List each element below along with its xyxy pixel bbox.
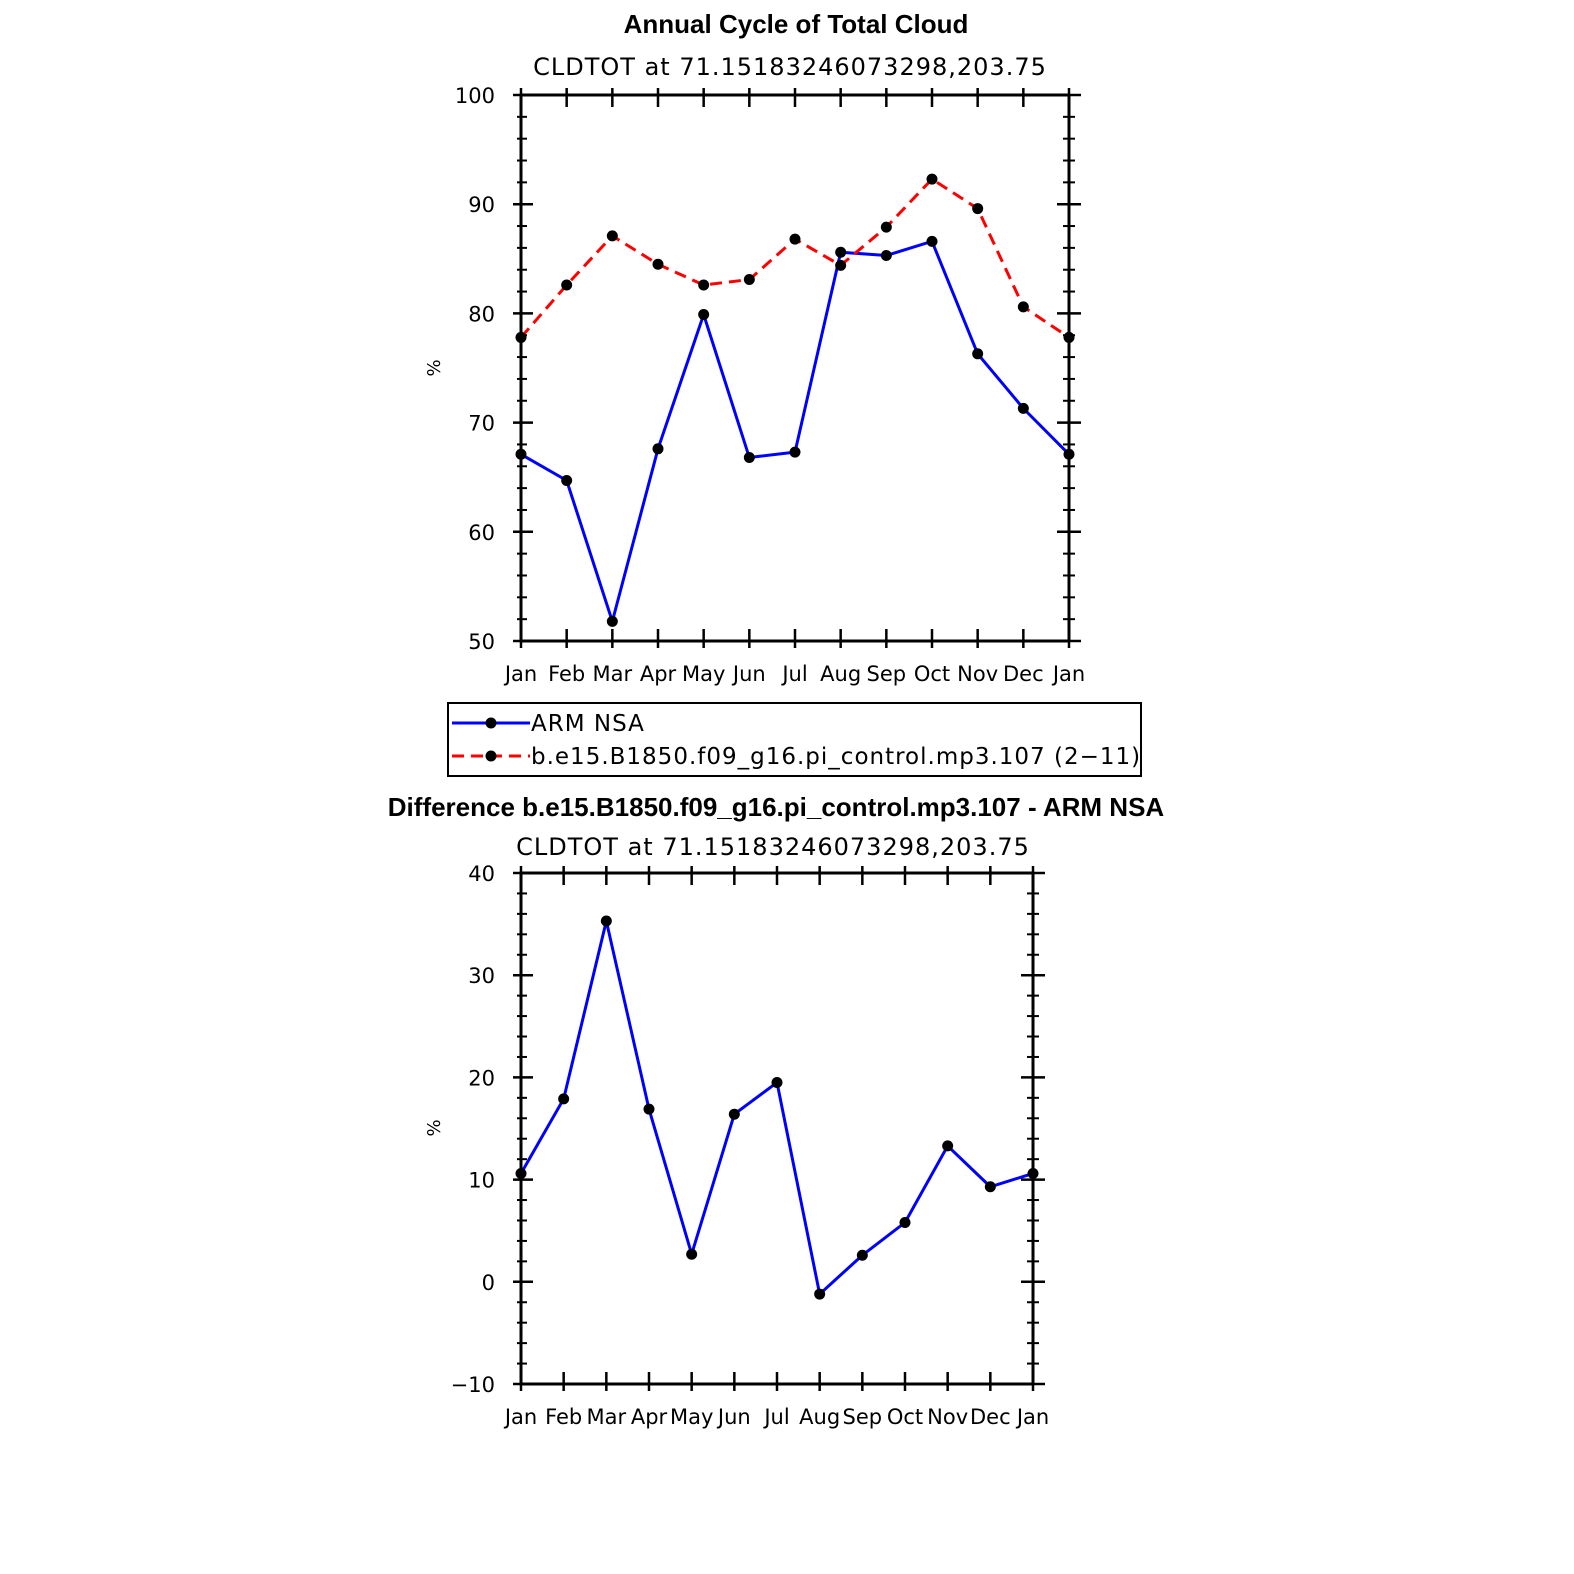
x-tick-label: Mar [587, 1405, 627, 1429]
data-point-1 [561, 279, 573, 291]
data-point-1 [926, 173, 938, 185]
data-point-0 [743, 452, 755, 464]
x-tick-label: Jun [731, 662, 766, 686]
axis-ticks: Jan Feb Mar Apr May Jun Jul Aug Sep Oct Nov Dec Jan−… [451, 862, 1050, 1429]
series-line-0 [520, 239, 1071, 627]
plot-frame [519, 93, 1071, 643]
x-tick-label: Apr [640, 662, 677, 686]
series-line-0 [519, 920, 1034, 1297]
data-point-0 [926, 235, 938, 247]
data-point-0 [643, 1103, 655, 1115]
data-point-0 [558, 1093, 570, 1105]
x-tick-label: Jul [762, 1405, 789, 1429]
annual-cycle-chart: Annual Cycle of Total Cloud CLDTOT at 71… [424, 9, 1085, 686]
x-tick-label: Sep [867, 662, 907, 686]
y-tick-label: 100 [455, 84, 495, 108]
difference-chart: Difference b.e15.B1850.f09_g16.pi_contro… [388, 792, 1165, 1429]
legend-entry-arm-nsa: ARM NSA [452, 711, 645, 737]
data-point-0 [856, 1249, 868, 1261]
y-tick-label: 20 [468, 1066, 495, 1090]
legend-marker-arm-nsa [485, 717, 497, 729]
x-tick-label: Sep [843, 1405, 883, 1429]
x-tick-label: Jul [780, 662, 807, 686]
data-point-0 [561, 474, 573, 486]
x-tick-label: Aug [799, 1405, 840, 1429]
x-tick-label: Feb [548, 662, 585, 686]
data-point-0 [652, 443, 664, 455]
data-point-0 [899, 1217, 911, 1229]
legend: ARM NSA b.e15.B1850.f09_g16.pi_control.m… [447, 702, 1142, 777]
y-tick-label: 80 [468, 302, 495, 326]
x-tick-label: Dec [1003, 662, 1044, 686]
series-line-1 [519, 177, 1070, 339]
data-point-0 [771, 1077, 783, 1089]
data-point-1 [698, 279, 710, 291]
y-axis-label: % [424, 1119, 445, 1136]
x-tick-label: Aug [820, 662, 861, 686]
data-point-0 [728, 1108, 740, 1120]
y-tick-label: 60 [468, 521, 495, 545]
data-point-0 [814, 1288, 826, 1300]
data-point-0 [600, 915, 612, 927]
chart-subtitle: CLDTOT at 71.15183246073298,203.75 [516, 833, 1030, 861]
data-point-0 [984, 1181, 996, 1193]
legend-marker-model [485, 750, 497, 762]
data-point-0 [698, 308, 710, 320]
series-layer [515, 173, 1075, 627]
data-point-1 [972, 203, 984, 215]
x-tick-label: Nov [957, 662, 998, 686]
legend-label-model: b.e15.B1850.f09_g16.pi_control.mp3.107 (… [531, 744, 1141, 770]
data-point-0 [972, 348, 984, 360]
y-tick-label: 30 [468, 964, 495, 988]
data-point-0 [835, 246, 847, 258]
x-tick-label: May [682, 662, 725, 686]
legend-label-arm-nsa: ARM NSA [531, 711, 645, 737]
x-tick-label: Jan [1015, 1405, 1049, 1429]
y-tick-label: −10 [451, 1373, 495, 1397]
x-tick-label: Jan [503, 662, 537, 686]
data-point-1 [743, 274, 755, 286]
legend-entry-model: b.e15.B1850.f09_g16.pi_control.mp3.107 (… [452, 744, 1141, 770]
x-tick-label: Oct [914, 662, 950, 686]
x-tick-label: Oct [887, 1405, 923, 1429]
x-tick-label: Jun [716, 1405, 751, 1429]
data-point-0 [880, 250, 892, 262]
x-tick-label: Nov [927, 1405, 968, 1429]
data-point-1 [1017, 301, 1029, 313]
y-tick-label: 90 [468, 193, 495, 217]
x-tick-label: Apr [631, 1405, 668, 1429]
data-point-0 [606, 615, 618, 627]
data-point-1 [835, 259, 847, 271]
x-tick-label: Feb [545, 1405, 582, 1429]
y-tick-label: 10 [468, 1169, 495, 1193]
y-tick-label: 0 [482, 1271, 495, 1295]
axis-ticks: Jan Feb Mar Apr May Jun Jul Aug Sep Oct Nov Dec Jan 5… [455, 84, 1085, 686]
x-tick-label: Jan [1051, 662, 1085, 686]
chart-subtitle: CLDTOT at 71.15183246073298,203.75 [533, 53, 1047, 81]
data-point-0 [942, 1140, 954, 1152]
y-axis-label: % [424, 359, 445, 376]
series-layer [515, 915, 1039, 1300]
plot-frame [519, 871, 1035, 1386]
data-point-1 [652, 258, 664, 270]
y-tick-label: 70 [468, 412, 495, 436]
data-point-1 [880, 221, 892, 233]
x-tick-label: May [670, 1405, 713, 1429]
x-tick-label: Dec [970, 1405, 1011, 1429]
data-point-1 [789, 233, 801, 245]
chart-title: Difference b.e15.B1850.f09_g16.pi_contro… [388, 792, 1165, 822]
data-point-1 [606, 230, 618, 242]
y-tick-label: 50 [468, 630, 495, 654]
x-tick-label: Jan [503, 1405, 537, 1429]
data-point-0 [789, 446, 801, 458]
legend-box [447, 702, 1142, 777]
data-point-0 [686, 1248, 698, 1260]
y-tick-label: 40 [468, 862, 495, 886]
x-tick-label: Mar [593, 662, 633, 686]
chart-title: Annual Cycle of Total Cloud [624, 9, 969, 39]
data-point-0 [1017, 402, 1029, 414]
